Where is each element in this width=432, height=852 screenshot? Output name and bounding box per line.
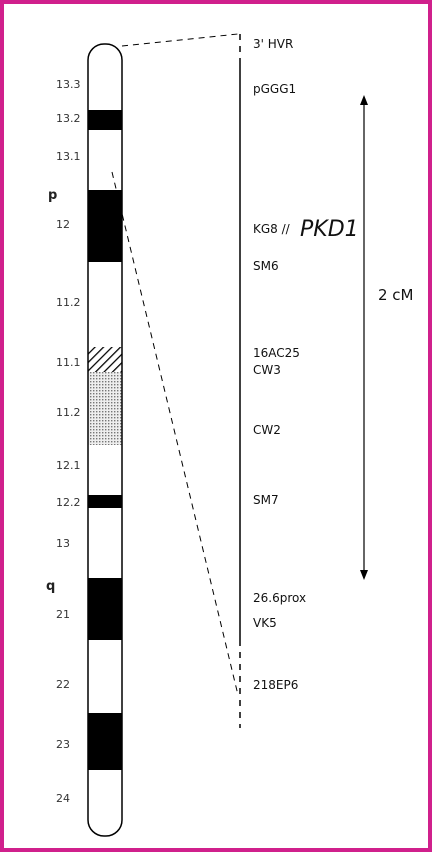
zoom-line	[122, 34, 238, 46]
marker-label: CW2	[253, 423, 281, 437]
arm-label: q	[46, 579, 55, 594]
chromosome	[88, 44, 122, 836]
marker-label: 16AC25	[253, 346, 300, 360]
band-label: 13.2	[56, 112, 81, 125]
marker-label: 26.6prox	[253, 591, 306, 605]
band-label: 21	[56, 608, 70, 621]
band-label: 13	[56, 537, 70, 550]
marker-label: SM7	[253, 493, 279, 507]
frame	[2, 2, 430, 850]
band-label: 13.1	[56, 150, 81, 163]
zoom-line	[112, 172, 238, 695]
band-label: 12.1	[56, 459, 81, 472]
marker-label: KG8 //	[253, 222, 291, 236]
band-label: 12.2	[56, 496, 81, 509]
diagram: p q 13.3 13.2 13.1 12 11.2 11.1 11.2 12.1 12.2 13…	[0, 0, 432, 852]
marker-label: SM6	[253, 259, 279, 273]
band-label: 13.3	[56, 78, 81, 91]
band-label: 22	[56, 678, 70, 691]
gene-label: PKD1	[300, 217, 359, 242]
band-label: 11.2	[56, 296, 81, 309]
arm-label: p	[48, 188, 57, 203]
marker-label: CW3	[253, 363, 281, 377]
scale-label: 2 cM	[378, 286, 414, 304]
marker-label: 218EP6	[253, 678, 298, 692]
band-label: 23	[56, 738, 70, 751]
band-label: 11.2	[56, 406, 81, 419]
band-label: 12	[56, 218, 70, 231]
marker-label: 3' HVR	[253, 37, 293, 51]
band-label: 11.1	[56, 356, 81, 369]
band-label: 24	[56, 792, 70, 805]
marker-label: VK5	[253, 616, 277, 630]
marker-label: pGGG1	[253, 82, 296, 96]
